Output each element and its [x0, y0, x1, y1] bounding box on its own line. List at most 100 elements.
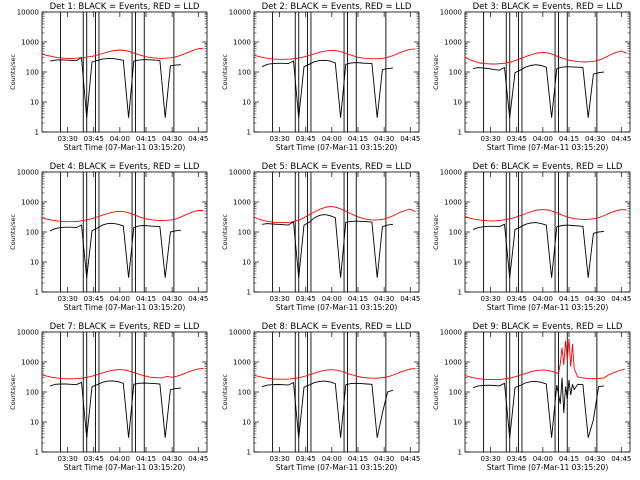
x-tick-label: 04:30	[374, 455, 394, 463]
y-tick-label: 1	[458, 289, 462, 297]
x-tick-label: 04:00	[533, 295, 553, 303]
y-tick-label: 1000	[233, 199, 251, 207]
y-tick-label: 1000	[21, 39, 39, 47]
panel-title: Det 4: BLACK = Events, RED = LLD	[50, 162, 200, 172]
y-tick-label: 100	[26, 229, 39, 237]
y-axis-label: Counts/sec	[221, 374, 229, 410]
x-tick-label: 04:30	[162, 455, 182, 463]
panel-title: Det 3: BLACK = Events, RED = LLD	[473, 2, 623, 12]
x-tick-label: 04:15	[348, 295, 368, 303]
x-tick-label: 04:45	[188, 135, 208, 143]
x-tick-label: 04:15	[559, 135, 579, 143]
x-tick-label: 04:00	[110, 135, 130, 143]
series-events-line	[473, 64, 604, 118]
panel-det-1: Det 1: BLACK = Events, RED = LLD 1 10 100 10…	[9, 2, 208, 152]
x-tick-label: 03:45	[507, 135, 527, 143]
series-events-line	[49, 380, 181, 438]
x-tick-label: 04:00	[533, 455, 553, 463]
y-tick-label: 1000	[444, 39, 462, 47]
x-tick-label: 03:45	[84, 455, 104, 463]
x-tick-label: 04:45	[188, 295, 208, 303]
y-tick-label: 10000	[17, 329, 39, 337]
y-tick-label: 1	[35, 449, 39, 457]
panel-det-4: Det 4: BLACK = Events, RED = LLD 1 10 100 10…	[9, 162, 208, 312]
y-axis-label: Counts/sec	[432, 54, 440, 90]
y-tick-label: 10	[453, 419, 462, 427]
y-tick-label: 100	[238, 69, 251, 77]
x-tick-label: 04:15	[136, 295, 156, 303]
series-events-line	[261, 380, 394, 438]
x-tick-label: 03:45	[84, 135, 104, 143]
panel-det-7: Det 7: BLACK = Events, RED = LLD 1 10 100 10…	[9, 322, 208, 472]
panel-det-2: Det 2: BLACK = Events, RED = LLD 1 10 100 10…	[221, 2, 420, 152]
x-tick-label: 04:30	[162, 135, 182, 143]
y-tick-label: 1000	[444, 359, 462, 367]
x-tick-label: 03:30	[480, 455, 500, 463]
x-tick-label: 03:30	[480, 295, 500, 303]
plot-frame	[464, 171, 631, 293]
y-tick-label: 10000	[440, 9, 462, 17]
x-tick-label: 03:45	[296, 135, 316, 143]
series-lld-line	[253, 368, 416, 380]
x-tick-label: 04:45	[400, 295, 420, 303]
y-tick-label: 1000	[233, 39, 251, 47]
y-tick-label: 100	[26, 389, 39, 397]
y-tick-label: 1000	[21, 199, 39, 207]
x-tick-label: 04:30	[374, 295, 394, 303]
y-tick-label: 1000	[444, 199, 462, 207]
x-tick-label: 03:45	[84, 295, 104, 303]
x-axis-label: Start Time (07-Mar-11 03:15:20)	[64, 143, 186, 152]
y-tick-label: 10000	[440, 169, 462, 177]
y-tick-label: 100	[26, 69, 39, 77]
series-events-line	[472, 377, 604, 438]
x-tick-label: 03:45	[296, 455, 316, 463]
x-tick-label: 04:45	[611, 295, 631, 303]
x-tick-label: 04:30	[585, 455, 605, 463]
x-axis-label: Start Time (07-Mar-11 03:15:20)	[487, 463, 609, 472]
y-tick-label: 10	[453, 259, 462, 267]
y-tick-label: 10	[30, 419, 39, 427]
x-tick-label: 04:30	[374, 135, 394, 143]
y-axis-label: Counts/sec	[432, 374, 440, 410]
y-tick-label: 100	[238, 229, 251, 237]
y-tick-label: 10000	[17, 169, 39, 177]
x-tick-label: 04:15	[348, 135, 368, 143]
y-tick-label: 1	[247, 289, 251, 297]
y-tick-label: 1	[35, 129, 39, 137]
panel-title: Det 2: BLACK = Events, RED = LLD	[262, 2, 412, 12]
x-tick-label: 04:45	[400, 455, 420, 463]
panel-title: Det 9: BLACK = Events, RED = LLD	[473, 322, 623, 332]
x-tick-label: 04:15	[136, 455, 156, 463]
x-tick-label: 04:30	[585, 135, 605, 143]
x-tick-label: 04:45	[611, 455, 631, 463]
x-tick-label: 03:45	[507, 455, 527, 463]
series-events-line	[261, 59, 393, 118]
panel-det-3: Det 3: BLACK = Events, RED = LLD 1 10 100 10…	[432, 2, 631, 152]
y-axis-label: Counts/sec	[432, 214, 440, 250]
y-tick-label: 10	[453, 99, 462, 107]
y-tick-label: 100	[449, 389, 462, 397]
y-tick-label: 1	[458, 449, 462, 457]
series-lld-line	[253, 206, 416, 224]
series-lld-line	[41, 210, 204, 223]
y-tick-label: 100	[238, 389, 251, 397]
x-tick-label: 03:30	[57, 295, 77, 303]
y-tick-label: 10	[30, 99, 39, 107]
panel-det-6: Det 6: BLACK = Events, RED = LLD 1 10 100 10…	[432, 162, 631, 312]
x-tick-label: 03:45	[296, 295, 316, 303]
panel-title: Det 7: BLACK = Events, RED = LLD	[50, 322, 200, 332]
series-lld-line	[464, 50, 627, 65]
x-tick-label: 04:00	[322, 455, 342, 463]
x-tick-label: 04:00	[533, 135, 553, 143]
x-tick-label: 03:30	[57, 135, 77, 143]
x-tick-label: 04:15	[559, 295, 579, 303]
series-lld-line	[41, 47, 204, 59]
y-tick-label: 10	[242, 419, 251, 427]
series-lld-line	[41, 367, 204, 380]
x-axis-label: Start Time (07-Mar-11 03:15:20)	[276, 463, 398, 472]
x-tick-label: 03:45	[507, 295, 527, 303]
x-tick-label: 04:15	[136, 135, 156, 143]
x-tick-label: 04:00	[322, 135, 342, 143]
panel-det-8: Det 8: BLACK = Events, RED = LLD 1 10 100 10…	[221, 322, 420, 472]
